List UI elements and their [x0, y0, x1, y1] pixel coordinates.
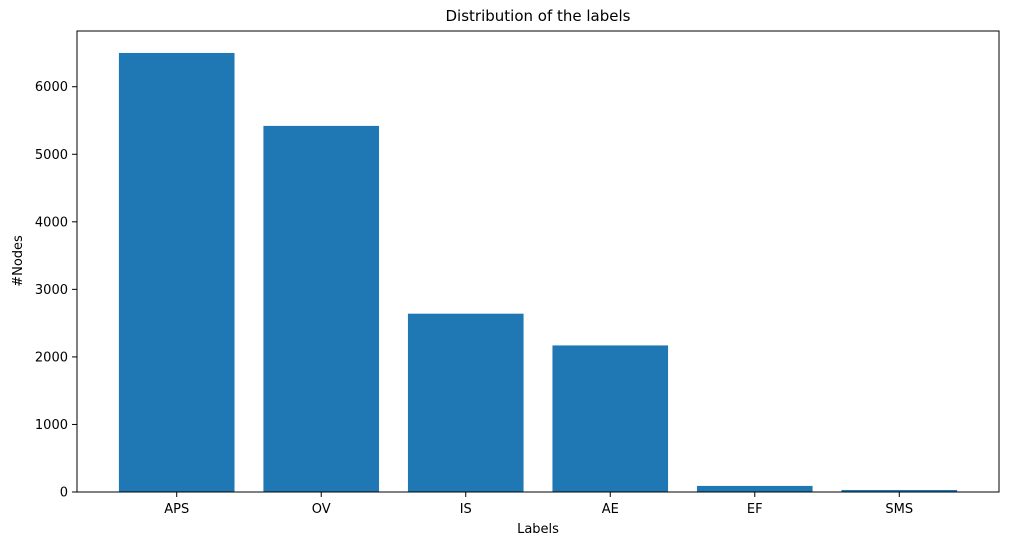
y-tick-label: 3000 [35, 283, 68, 298]
x-axis: APS OV IS AE EF SMS [164, 492, 913, 517]
y-tick-label: 4000 [35, 215, 68, 230]
y-tick-label: 5000 [35, 148, 68, 163]
y-tick-label: 2000 [35, 350, 68, 365]
bars [118, 52, 958, 493]
x-tick-label: SMS [885, 502, 913, 517]
bar-ae [552, 345, 669, 492]
x-tick-label: APS [164, 502, 189, 517]
bar-aps [118, 52, 235, 492]
x-tick-label: AE [602, 502, 619, 517]
y-axis: 0 1000 2000 3000 4000 5000 6000 [35, 80, 77, 501]
chart-title: Distribution of the labels [446, 7, 631, 25]
x-axis-label: Labels [517, 522, 559, 537]
y-tick-label: 1000 [35, 418, 68, 433]
x-tick-label: EF [747, 502, 763, 517]
y-axis-label: #Nodes [11, 235, 26, 287]
x-tick-label: OV [312, 502, 331, 517]
y-tick-label: 6000 [35, 80, 68, 95]
plot-frame [76, 30, 1000, 493]
x-tick-label: IS [460, 502, 472, 517]
bar-ov [263, 125, 380, 493]
bar-is [407, 313, 524, 492]
y-tick-label: 0 [60, 486, 68, 501]
bar-sms [841, 489, 958, 492]
bar-ef [696, 485, 813, 492]
